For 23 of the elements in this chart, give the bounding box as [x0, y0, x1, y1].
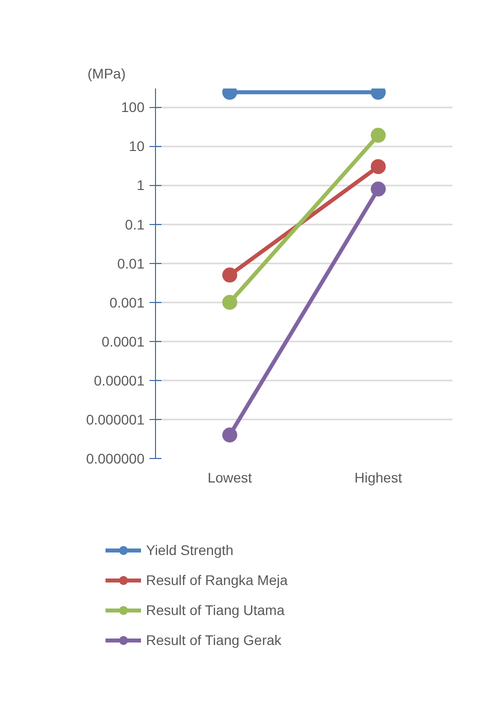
y-tick-label: 0.000000 [86, 450, 145, 466]
y-tick-label: 0.01 [117, 255, 145, 272]
legend-label: Yield Strength [146, 542, 234, 558]
point [222, 428, 238, 442]
y-tick-label: 0.0001 [102, 333, 145, 350]
y-tick-label: 0.1 [125, 216, 145, 232]
point [222, 294, 238, 310]
legend-label: Resulf of Rangka Meja [146, 572, 288, 588]
y-axis-title: (MPa) [88, 66, 126, 82]
y-tick-label: 10 [128, 138, 145, 154]
point [370, 159, 386, 174]
y-tick-label: 1 [136, 177, 145, 194]
point [222, 268, 238, 283]
y-tick-label: 0.001 [109, 294, 145, 310]
legend-label: Result of Tiang Utama [146, 602, 285, 618]
point [370, 182, 386, 196]
y-tick-label: 0.00001 [94, 372, 145, 388]
point [370, 128, 386, 143]
y-tick-label: 0.000001 [86, 411, 145, 428]
x-tick-label: Highest [354, 470, 402, 486]
x-tick-label: Lowest [208, 470, 252, 486]
y-tick-label: 100 [121, 99, 145, 116]
legend-label: Result of Tiang Gerak [146, 632, 282, 648]
